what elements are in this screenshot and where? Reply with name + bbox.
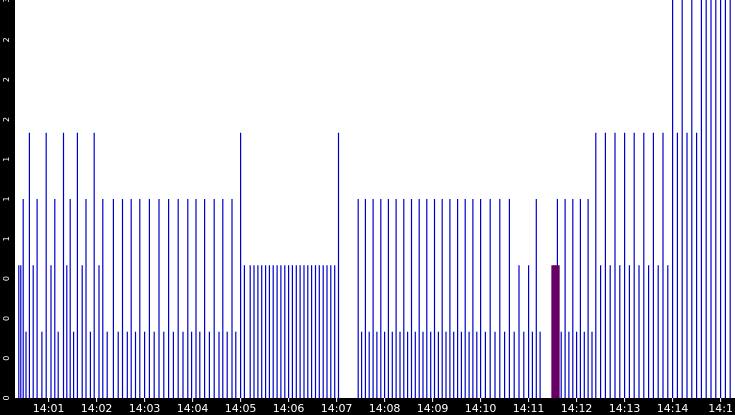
y-tick-label: 2 <box>2 37 11 42</box>
x-tick-label: 14:11 <box>513 402 545 415</box>
y-tick-label: 1 <box>2 157 11 162</box>
x-tick-label: 14:10 <box>465 402 497 415</box>
y-tick-label: 1 <box>2 196 11 201</box>
x-tick-label: 14:01 <box>33 402 65 415</box>
x-tick-label: 14:14 <box>657 402 689 415</box>
y-tick-label: 1 <box>2 236 11 241</box>
x-tick-label: 14:12 <box>561 402 593 415</box>
x-tick-label: 14:07 <box>321 402 353 415</box>
y-tick-label: 0 <box>2 316 11 321</box>
y-tick-label: 3 <box>2 0 11 3</box>
x-tick-label: 14:09 <box>417 402 449 415</box>
x-tick-label: 14:03 <box>129 402 161 415</box>
y-axis: 0 0 0 0 1 1 1 2 2 2 3 <box>2 0 11 401</box>
x-tick-label: 14:06 <box>273 402 305 415</box>
x-tick-label: 14:13 <box>609 402 641 415</box>
y-tick-label: 0 <box>2 395 11 400</box>
x-tick-label: 14:1 <box>708 402 733 415</box>
x-tick-label: 14:08 <box>369 402 401 415</box>
x-tick-label: 14:04 <box>177 402 209 415</box>
x-tick-label: 14:02 <box>81 402 113 415</box>
x-axis: 14:01 14:02 14:03 14:04 14:05 14:06 14:07 14:08… <box>33 398 733 415</box>
y-tick-label: 2 <box>2 117 11 122</box>
y-tick-label: 0 <box>2 356 11 361</box>
x-tick-label: 14:05 <box>225 402 257 415</box>
y-axis-background <box>0 0 15 415</box>
x-axis-background <box>0 398 735 415</box>
bars-layer <box>18 0 731 398</box>
y-tick-label: 0 <box>2 276 11 281</box>
y-tick-label: 2 <box>2 77 11 82</box>
